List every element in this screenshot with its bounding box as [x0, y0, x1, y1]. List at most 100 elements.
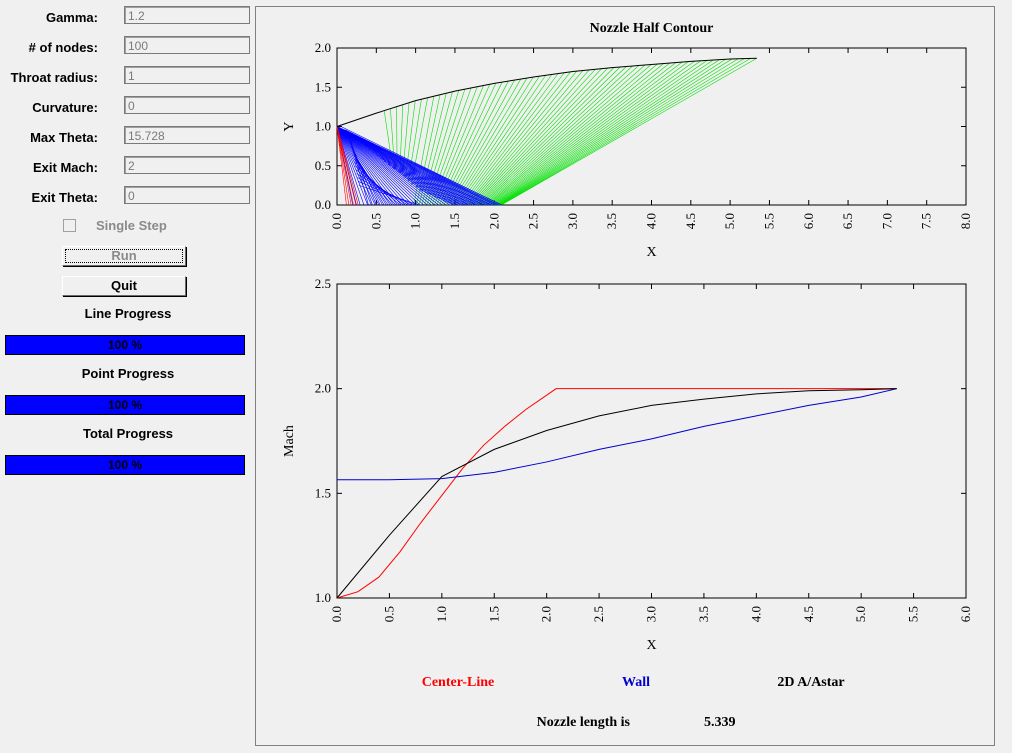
- mesh-line: [495, 60, 702, 206]
- mesh-line: [466, 70, 577, 206]
- mesh-line: [493, 61, 689, 206]
- mesh-line: [336, 126, 359, 206]
- progress-title: Point Progress: [81, 366, 175, 381]
- param-label: Max Theta:: [30, 130, 98, 145]
- mesh-line: [496, 60, 708, 206]
- param-field[interactable]: 15.728: [124, 126, 250, 144]
- param-field[interactable]: 0: [124, 186, 250, 204]
- x-tick-label: 3.0: [644, 606, 659, 622]
- y-tick-label: 0.5: [315, 158, 331, 173]
- x-tick-label: 0.5: [368, 213, 383, 229]
- legend-entry: 2D A/Astar: [777, 675, 844, 690]
- series-line-center-line: [336, 388, 897, 599]
- mesh-line: [445, 79, 515, 206]
- mesh-line: [407, 179, 462, 206]
- param-field[interactable]: 2: [124, 156, 250, 174]
- x-tick-label: 1.0: [408, 213, 423, 229]
- mesh-line: [336, 126, 465, 206]
- y-tick-label: 2.0: [315, 381, 331, 396]
- mesh-line: [336, 126, 387, 206]
- x-tick-label: 6.0: [801, 213, 816, 229]
- mesh-line: [336, 126, 365, 206]
- mesh-line: [336, 126, 350, 206]
- x-tick-label: 0.0: [329, 213, 344, 229]
- single-step-checkbox[interactable]: [63, 219, 76, 232]
- mesh-line: [336, 126, 376, 206]
- plot-panel: Nozzle Half Contour 0.0 0.5 1.0 1.5 2.0 2.5 3.0…: [255, 6, 995, 746]
- mesh-line: [448, 78, 522, 206]
- mesh-line: [336, 126, 361, 206]
- x-tick-label: 7.0: [879, 213, 894, 229]
- progress-fill: [6, 456, 244, 474]
- mesh-line: [336, 126, 439, 206]
- mesh-line: [470, 69, 590, 206]
- x-tick-label: 2.0: [486, 213, 501, 229]
- param-label: Gamma:: [45, 10, 98, 25]
- x-tick-label: 5.5: [761, 213, 776, 229]
- mesh-line: [336, 126, 454, 206]
- param-label: Curvature:: [32, 100, 98, 115]
- mesh-line: [483, 65, 639, 206]
- x-tick-label: 2.5: [591, 606, 606, 622]
- series-line-wall: [337, 388, 897, 481]
- param-field[interactable]: 1: [124, 66, 250, 84]
- x-tick-label: 0.5: [381, 606, 396, 622]
- param-row: Curvature: 0: [0, 96, 256, 118]
- mesh-line: [498, 59, 720, 206]
- nozzle-length-value: 5.339: [704, 715, 736, 730]
- mesh-line: [477, 67, 615, 206]
- mesh-line: [462, 72, 565, 206]
- run-button[interactable]: Run: [62, 246, 186, 266]
- mesh-line: [336, 126, 432, 206]
- mesh-line: [424, 90, 459, 206]
- mesh-line: [419, 189, 455, 206]
- mesh-line: [501, 58, 751, 206]
- progress-bar: 100 %: [5, 395, 245, 415]
- mesh-line: [486, 64, 652, 206]
- x-tick-label: 2.0: [539, 606, 554, 622]
- x-axis-label: X: [646, 245, 656, 260]
- mesh-line: [390, 108, 395, 162]
- param-row: Gamma: 1.2: [0, 6, 256, 28]
- mesh-line: [475, 67, 608, 206]
- mesh-line: [411, 182, 459, 206]
- progress-text: 100 %: [107, 338, 143, 352]
- mesh-line: [336, 126, 368, 206]
- param-field[interactable]: 0: [124, 96, 250, 114]
- mesh-line: [336, 126, 421, 206]
- param-field[interactable]: 100: [124, 36, 250, 54]
- mesh-line: [485, 64, 646, 206]
- progress-bar: 100 %: [5, 335, 245, 355]
- mesh-line: [492, 61, 683, 206]
- mesh-line: [336, 126, 458, 206]
- mesh-line: [336, 126, 402, 206]
- progress-fill: [6, 396, 244, 414]
- mesh-line: [460, 73, 559, 206]
- param-field[interactable]: 1.2: [124, 6, 250, 24]
- control-panel: Gamma: 1.2 # of nodes: 100 Throat radius: 1 Cu…: [0, 0, 256, 753]
- mesh-line: [499, 58, 733, 206]
- mesh-line: [500, 58, 745, 206]
- y-tick-label: 2.5: [315, 276, 331, 291]
- quit-button[interactable]: Quit: [62, 276, 186, 296]
- mesh-line: [356, 173, 408, 206]
- mesh-line: [336, 126, 503, 206]
- mesh-line: [395, 170, 469, 206]
- mesh-line: [480, 66, 627, 206]
- mesh-line: [403, 176, 464, 206]
- param-label: # of nodes:: [28, 40, 98, 55]
- y-tick-label: 0.0: [315, 197, 331, 212]
- x-tick-label: 0.0: [329, 606, 344, 622]
- mesh-line: [357, 177, 412, 206]
- y-tick-label: 2.0: [315, 40, 331, 55]
- mesh-line: [336, 126, 428, 206]
- wall-contour-line: [336, 57, 757, 127]
- y-tick-label: 1.0: [315, 590, 331, 605]
- legend-entry: Wall: [622, 675, 650, 690]
- progress-title: Line Progress: [84, 306, 172, 321]
- x-tick-label: 4.5: [801, 606, 816, 622]
- mesh-line: [336, 126, 347, 206]
- plots-svg: Nozzle Half Contour 0.0 0.5 1.0 1.5 2.0 2.5 3.0…: [282, 21, 973, 730]
- mesh-line: [482, 65, 633, 206]
- y-tick-label: 1.5: [315, 485, 331, 500]
